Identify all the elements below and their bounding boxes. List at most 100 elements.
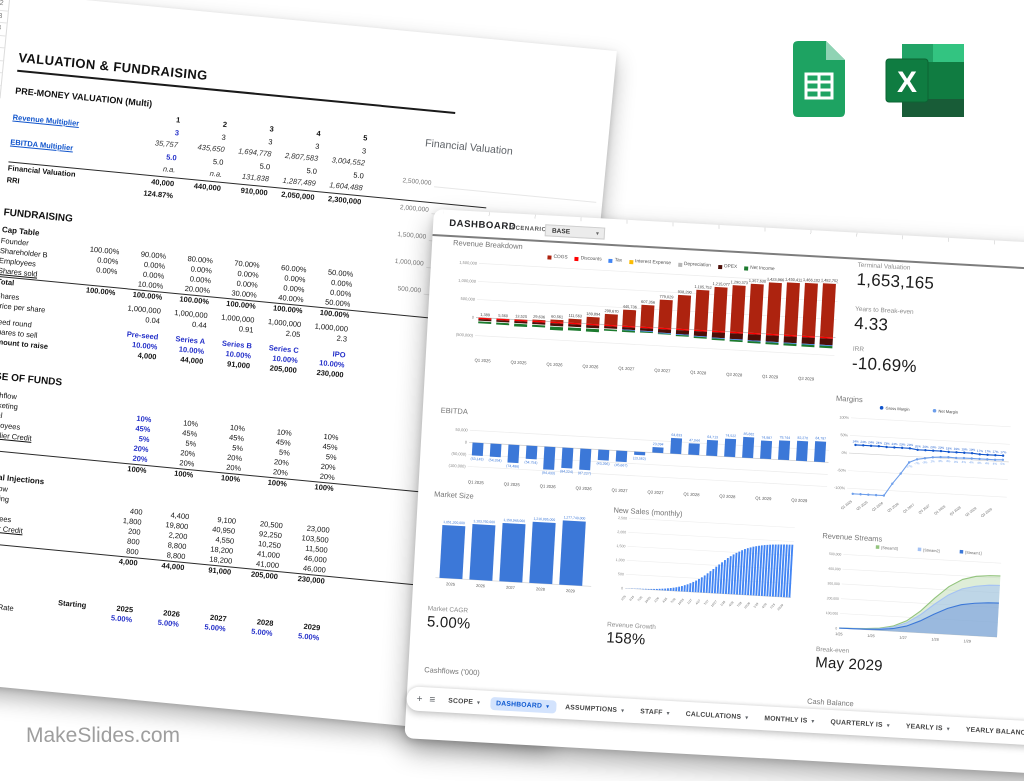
svg-text:24%: 24% xyxy=(853,439,860,443)
svg-text:(100,000): (100,000) xyxy=(448,463,466,469)
svg-text:Q1 2027: Q1 2027 xyxy=(618,366,635,372)
svg-text:74,522: 74,522 xyxy=(725,434,736,439)
svg-text:779,029: 779,029 xyxy=(659,294,673,300)
kpi-irr-value: -10.69% xyxy=(851,354,917,378)
svg-text:(50,000): (50,000) xyxy=(451,451,467,457)
svg-text:1/27: 1/27 xyxy=(686,598,693,605)
svg-text:1,423,966: 1,423,966 xyxy=(767,276,785,282)
svg-text:(54,754): (54,754) xyxy=(524,460,537,465)
tab-assumptions[interactable]: ASSUMPTIONS▼ xyxy=(559,700,632,717)
svg-text:10/26: 10/26 xyxy=(677,597,685,606)
svg-text:84,787: 84,787 xyxy=(815,436,826,441)
svg-text:2028: 2028 xyxy=(536,586,546,592)
svg-text:0: 0 xyxy=(465,439,468,444)
svg-text:(54,354): (54,354) xyxy=(488,458,501,463)
tab-monthly-is[interactable]: MONTHLY IS▼ xyxy=(758,711,822,728)
svg-text:X: X xyxy=(897,66,917,99)
svg-text:19%: 19% xyxy=(954,447,961,451)
svg-text:938,290: 938,290 xyxy=(678,289,693,295)
svg-text:-3%: -3% xyxy=(922,460,928,464)
kpi-breakeven-value: May 2029 xyxy=(815,654,883,675)
tab-calculations[interactable]: CALCULATIONS▼ xyxy=(679,707,755,724)
svg-text:Q1 2026: Q1 2026 xyxy=(546,362,563,368)
svg-text:4%: 4% xyxy=(946,459,951,463)
svg-text:2025: 2025 xyxy=(446,581,456,587)
svg-text:100,000: 100,000 xyxy=(826,611,839,616)
svg-text:1,500,000: 1,500,000 xyxy=(459,260,478,266)
tab-quarterly-is[interactable]: QUARTERLY IS▼ xyxy=(824,715,897,732)
tab-yearly-balance[interactable]: YEARLY BALANCE▼ xyxy=(959,723,1024,741)
svg-text:1/27: 1/27 xyxy=(899,636,907,640)
legend-item: Interest Expense xyxy=(629,259,671,266)
svg-text:79,744: 79,744 xyxy=(779,435,790,440)
svg-text:1,103,760,000: 1,103,760,000 xyxy=(473,519,495,524)
svg-text:Q3 2028: Q3 2028 xyxy=(726,372,743,378)
svg-text:Q3 2025: Q3 2025 xyxy=(856,500,869,511)
svg-text:23%: 23% xyxy=(899,442,906,446)
svg-text:10/29: 10/29 xyxy=(776,603,784,612)
watermark: MakeSlides.com xyxy=(26,724,180,748)
svg-text:Q3 2028: Q3 2028 xyxy=(949,505,962,516)
svg-text:19%: 19% xyxy=(961,447,968,451)
svg-text:5,560: 5,560 xyxy=(498,313,509,319)
svg-text:20%: 20% xyxy=(930,445,937,449)
svg-text:4/25: 4/25 xyxy=(628,595,635,602)
svg-text:0: 0 xyxy=(621,586,623,590)
svg-text:Q3 2029: Q3 2029 xyxy=(791,497,808,503)
svg-text:Q3 2029: Q3 2029 xyxy=(798,376,815,382)
svg-text:1/25: 1/25 xyxy=(620,594,627,601)
svg-text:2029: 2029 xyxy=(566,588,576,594)
svg-text:2,500: 2,500 xyxy=(618,516,627,520)
tab-staff[interactable]: STAFF▼ xyxy=(634,704,677,719)
scenario-dropdown[interactable]: BASE ▼ xyxy=(545,224,606,239)
svg-text:400,000: 400,000 xyxy=(828,567,841,572)
svg-text:1,389: 1,389 xyxy=(480,312,490,318)
svg-text:1,482,752: 1,482,752 xyxy=(821,277,839,283)
svg-text:1,450,411: 1,450,411 xyxy=(785,277,802,283)
svg-text:1/28: 1/28 xyxy=(719,600,726,607)
svg-text:4%: 4% xyxy=(977,461,982,465)
svg-text:20%: 20% xyxy=(938,446,945,450)
scenario-value: BASE xyxy=(552,228,570,236)
svg-text:298,670: 298,670 xyxy=(604,308,619,314)
svg-text:17%: 17% xyxy=(992,450,999,454)
svg-text:Q3 2025: Q3 2025 xyxy=(504,481,521,487)
svg-text:Q1 2029: Q1 2029 xyxy=(762,374,779,380)
kpi-irr-label: IRR xyxy=(853,346,865,354)
svg-text:607,356: 607,356 xyxy=(641,299,655,305)
all-sheets-icon[interactable]: ≡ xyxy=(429,694,435,705)
google-sheets-icon xyxy=(793,41,845,122)
kpi-years-breakeven-value: 4.33 xyxy=(854,314,889,336)
svg-text:-50%: -50% xyxy=(837,468,847,473)
svg-text:1,158,948,000: 1,158,948,000 xyxy=(503,518,525,523)
svg-text:7/26: 7/26 xyxy=(670,597,677,604)
svg-text:0: 0 xyxy=(835,626,837,630)
svg-text:500: 500 xyxy=(618,572,624,576)
svg-text:50%: 50% xyxy=(840,433,848,437)
legend-item: Net Income xyxy=(744,265,775,272)
svg-text:1,466,102: 1,466,102 xyxy=(803,277,821,283)
svg-text:(500,000): (500,000) xyxy=(456,332,474,338)
svg-text:Q1 2029: Q1 2029 xyxy=(965,506,978,517)
legend-item: COGS xyxy=(547,254,567,260)
cashflows-title: Cashflows ('000) xyxy=(424,665,480,677)
svg-text:3%: 3% xyxy=(954,460,959,464)
svg-text:100%: 100% xyxy=(839,415,850,420)
svg-text:3%: 3% xyxy=(938,459,943,463)
svg-text:Q3 2026: Q3 2026 xyxy=(575,485,592,491)
legend-item: Tax xyxy=(608,258,622,264)
svg-text:(94,433): (94,433) xyxy=(542,471,555,476)
tab-yearly-is[interactable]: YEARLY IS▼ xyxy=(899,719,957,735)
svg-text:50,000: 50,000 xyxy=(455,427,468,433)
svg-text:1/25: 1/25 xyxy=(835,632,843,636)
add-sheet-icon[interactable]: + xyxy=(416,693,422,704)
tab-dashboard[interactable]: DASHBOARD▼ xyxy=(490,696,557,713)
svg-text:64,833: 64,833 xyxy=(671,433,682,438)
svg-text:23%: 23% xyxy=(884,441,891,445)
dashboard-spreadsheet: DASHBOARD SCENARIO BASE ▼ Revenue Breakd… xyxy=(404,209,1024,777)
svg-text:500,000: 500,000 xyxy=(460,296,475,302)
svg-text:200,000: 200,000 xyxy=(827,596,840,601)
row-number-rail: 23456789 xyxy=(0,0,10,98)
tab-scope[interactable]: SCOPE▼ xyxy=(442,694,488,709)
